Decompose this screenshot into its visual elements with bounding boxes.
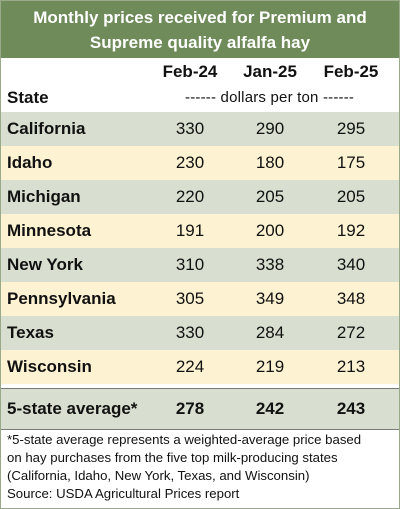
column-header-feb-25: Feb-25 [323,62,379,81]
state-name: Minnesota [7,221,92,240]
price-cell: 340 [336,255,366,274]
source-line: Source: USDA Agricultural Prices report [7,486,240,501]
state-name: Pennsylvania [7,289,116,308]
table-row: Texas 330 284 272 [1,316,399,350]
price-cell: 349 [255,289,285,308]
table-row: California 330 290 295 [1,112,399,146]
units-label: ------ dollars per ton ------ [185,89,355,106]
price-cell: 219 [255,357,285,376]
average-label: 5-state average* [7,399,138,418]
price-cell: 175 [336,153,366,172]
table-row: Minnesota 191 200 192 [1,214,399,248]
price-cell: 295 [336,119,366,138]
state-name: Texas [7,323,54,342]
price-cell: 305 [175,289,205,308]
state-name: Michigan [7,187,81,206]
price-cell: 230 [175,153,205,172]
state-units-row: State ------ dollars per ton ------ [1,86,399,113]
price-cell: 284 [255,323,285,342]
price-cell: 272 [336,323,366,342]
average-row: 5-state average* 278 242 243 [1,388,399,430]
average-cell-feb-25: 243 [336,399,366,418]
price-cell: 338 [255,255,285,274]
price-cell: 180 [255,153,285,172]
price-cell: 192 [336,221,366,240]
table-row: Idaho 230 180 175 [1,146,399,180]
footnote-line: on hay purchases from the five top milk-… [7,450,338,465]
column-header-row: Feb-24 Jan-25 Feb-25 [1,58,399,86]
table-row: Michigan 220 205 205 [1,180,399,214]
footnote: *5-state average represents a weighted-a… [7,431,395,503]
title-line-1: Monthly prices received for Premium and [33,8,367,27]
price-cell: 290 [255,119,285,138]
table-row: Pennsylvania 305 349 348 [1,282,399,316]
column-header-jan-25: Jan-25 [243,62,297,81]
state-name: Idaho [7,153,53,172]
price-cell: 213 [336,357,366,376]
price-cell: 310 [175,255,205,274]
table-title: Monthly prices received for Premium and … [1,1,399,58]
average-cell-feb-24: 278 [175,399,205,418]
price-cell: 220 [175,187,205,206]
state-name: New York [7,255,83,274]
price-cell: 205 [336,187,366,206]
price-cell: 348 [336,289,366,308]
average-cell-jan-25: 242 [255,399,285,418]
state-name: Wisconsin [7,357,92,376]
price-cell: 330 [175,323,205,342]
price-cell: 200 [255,221,285,240]
price-cell: 224 [175,357,205,376]
state-column-header: State [7,88,49,107]
table-row: New York 310 338 340 [1,248,399,282]
title-line-2: Supreme quality alfalfa hay [89,33,311,52]
footnote-line: *5-state average represents a weighted-a… [7,432,362,447]
price-cell: 330 [175,119,205,138]
price-cell: 205 [255,187,285,206]
price-cell: 191 [175,221,205,240]
state-name: California [7,119,86,138]
footnote-line: (California, Idaho, New York, Texas, and… [7,468,310,483]
table-row: Wisconsin 224 219 213 [1,350,399,384]
column-header-feb-24: Feb-24 [162,62,218,81]
